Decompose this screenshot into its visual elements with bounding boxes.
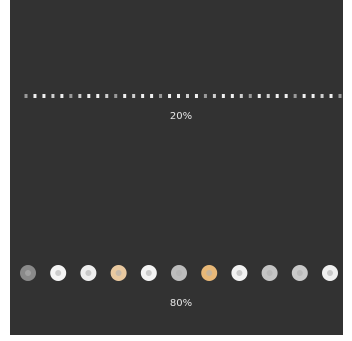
thumbnail-detail <box>115 270 122 276</box>
thumbnail-detail <box>236 270 243 276</box>
thumbnail <box>266 94 270 98</box>
thumbnail <box>159 94 163 98</box>
thumbnail <box>239 94 243 98</box>
thumbnail <box>221 94 225 98</box>
thumbnail-strip-large <box>20 265 338 281</box>
thumbnail-detail <box>206 270 213 276</box>
thumbnail <box>302 94 306 98</box>
thumbnail <box>284 94 288 98</box>
thumbnail <box>123 94 127 98</box>
thumbnail <box>168 94 172 98</box>
zoom-label: 20% <box>170 111 192 122</box>
thumbnail <box>203 94 207 98</box>
thumbnail <box>275 94 279 98</box>
thumbnail <box>105 94 109 98</box>
thumbnail <box>212 94 216 98</box>
thumbnail <box>177 94 181 98</box>
thumbnail-strip-small <box>24 94 342 98</box>
thumbnail <box>185 94 189 98</box>
thumbnail <box>114 94 118 98</box>
canvas <box>10 0 343 335</box>
thumbnail <box>33 94 37 98</box>
thumbnail <box>320 94 324 98</box>
thumbnail <box>257 94 261 98</box>
thumbnail-detail <box>55 270 62 276</box>
thumbnail <box>60 94 64 98</box>
thumbnail-detail <box>176 270 182 276</box>
thumbnail <box>96 94 100 98</box>
thumbnail <box>194 94 198 98</box>
thumbnail <box>42 94 46 98</box>
zoom-label: 80% <box>170 298 192 309</box>
thumbnail-detail <box>145 270 152 276</box>
thumbnail <box>329 94 333 98</box>
thumbnail <box>87 94 91 98</box>
thumbnail <box>78 94 82 98</box>
thumbnail <box>132 94 136 98</box>
thumbnail <box>141 94 145 98</box>
thumbnail <box>311 94 315 98</box>
thumbnail-detail <box>296 270 303 276</box>
thumbnail <box>69 94 73 98</box>
thumbnail <box>51 94 55 98</box>
thumbnail-detail <box>25 270 31 276</box>
thumbnail <box>248 94 252 98</box>
thumbnail <box>24 94 28 98</box>
thumbnail-detail <box>266 270 273 276</box>
thumbnail-detail <box>327 270 333 276</box>
thumbnail <box>338 94 342 98</box>
thumbnail <box>150 94 154 98</box>
thumbnail <box>293 94 297 98</box>
thumbnail-detail <box>85 270 92 276</box>
thumbnail <box>230 94 234 98</box>
